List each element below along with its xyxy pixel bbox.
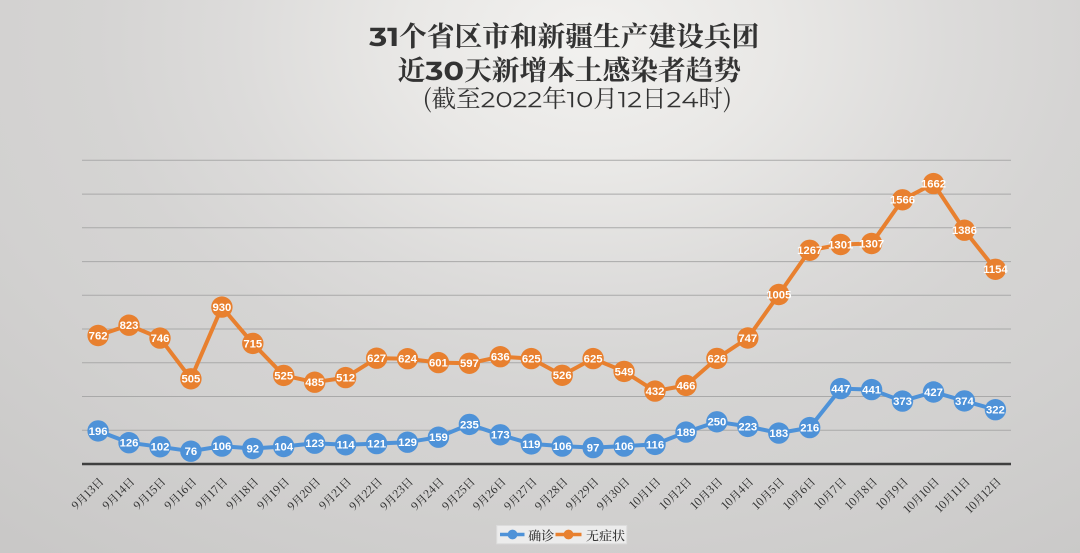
svg-text:322: 322 (986, 405, 1005, 417)
svg-text:114: 114 (336, 440, 355, 452)
svg-text:597: 597 (460, 358, 479, 370)
svg-text:373: 373 (893, 396, 912, 408)
svg-text:126: 126 (120, 438, 139, 450)
svg-text:427: 427 (924, 387, 943, 399)
svg-text:106: 106 (212, 441, 231, 453)
svg-text:747: 747 (738, 333, 757, 345)
svg-text:102: 102 (151, 442, 170, 454)
svg-text:374: 374 (955, 396, 975, 408)
svg-text:189: 189 (677, 427, 696, 439)
svg-text:512: 512 (336, 373, 355, 385)
svg-text:441: 441 (862, 385, 881, 397)
svg-text:183: 183 (769, 428, 788, 440)
svg-text:223: 223 (738, 421, 757, 433)
svg-text:505: 505 (181, 374, 200, 386)
svg-text:116: 116 (646, 439, 664, 451)
svg-text:104: 104 (274, 441, 294, 453)
svg-text:762: 762 (89, 330, 108, 342)
svg-text:196: 196 (89, 426, 108, 438)
svg-text:235: 235 (460, 419, 479, 431)
svg-text:715: 715 (243, 338, 262, 350)
svg-text:485: 485 (305, 377, 324, 389)
svg-text:1267: 1267 (797, 245, 822, 257)
svg-text:525: 525 (274, 370, 293, 382)
svg-text:1386: 1386 (952, 225, 977, 237)
svg-text:626: 626 (707, 353, 726, 365)
svg-text:97: 97 (587, 443, 600, 455)
svg-text:106: 106 (553, 441, 572, 453)
svg-text:121: 121 (367, 439, 386, 451)
svg-text:92: 92 (247, 443, 260, 455)
svg-text:159: 159 (429, 432, 448, 444)
svg-text:447: 447 (831, 384, 850, 396)
svg-text:129: 129 (398, 437, 417, 449)
svg-text:216: 216 (800, 423, 819, 435)
svg-text:601: 601 (429, 358, 448, 370)
svg-text:746: 746 (151, 333, 170, 345)
svg-text:625: 625 (522, 354, 541, 366)
svg-text:119: 119 (522, 439, 540, 451)
svg-text:76: 76 (185, 446, 198, 458)
svg-text:624: 624 (398, 354, 418, 366)
svg-text:1662: 1662 (921, 179, 946, 191)
svg-text:1307: 1307 (859, 238, 884, 250)
svg-text:823: 823 (120, 320, 139, 332)
svg-text:1005: 1005 (766, 289, 791, 301)
svg-text:1154: 1154 (983, 264, 1008, 276)
svg-text:526: 526 (553, 370, 572, 382)
svg-text:466: 466 (677, 380, 696, 392)
svg-text:930: 930 (212, 302, 231, 314)
svg-text:123: 123 (305, 438, 324, 450)
svg-text:636: 636 (491, 352, 510, 364)
svg-text:1301: 1301 (828, 239, 853, 251)
svg-text:549: 549 (615, 366, 634, 378)
svg-text:625: 625 (584, 354, 603, 366)
svg-text:432: 432 (646, 386, 665, 398)
svg-text:250: 250 (707, 417, 726, 429)
svg-text:627: 627 (367, 353, 386, 365)
svg-text:106: 106 (615, 441, 634, 453)
svg-text:1566: 1566 (890, 195, 915, 207)
svg-text:173: 173 (491, 430, 510, 442)
